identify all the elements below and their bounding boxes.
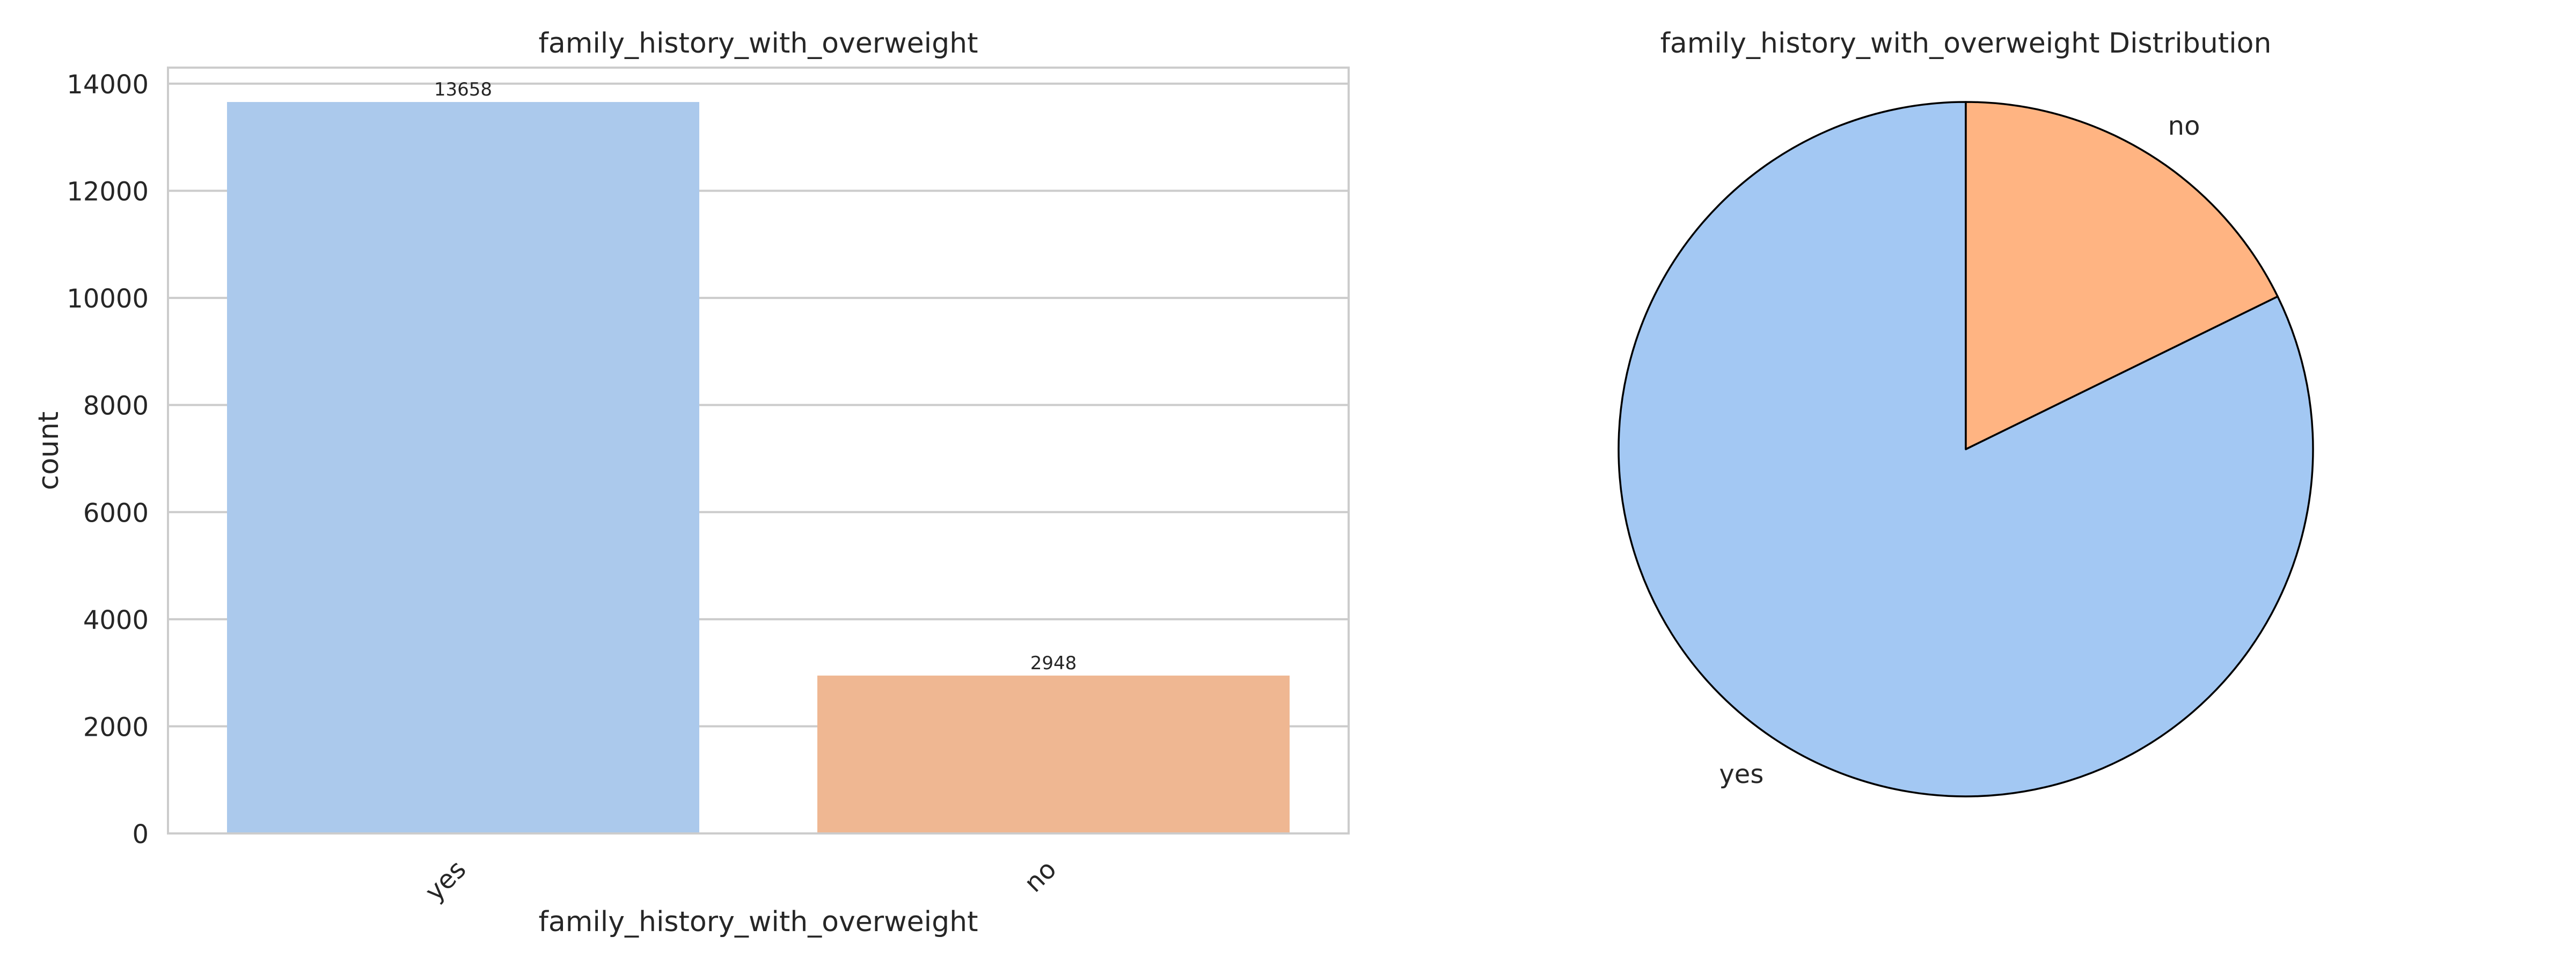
bar-chart-title: family_history_with_overweight bbox=[539, 27, 978, 60]
bar-x-tick-label: yes bbox=[419, 854, 472, 907]
bar-x-axis-label: family_history_with_overweight bbox=[539, 906, 978, 938]
bar-x-tick-label: no bbox=[1019, 854, 1063, 898]
bar-y-tick-label: 0 bbox=[132, 819, 149, 850]
pie-chart: yes no family_history_with_overweight Dis… bbox=[1618, 27, 2314, 797]
bar-y-tick-labels: 0 2000 4000 6000 8000 10000 12000 14000 bbox=[67, 70, 149, 850]
pie-slices bbox=[1618, 101, 2314, 797]
pie-slice-label: no bbox=[2168, 111, 2200, 141]
bar-no bbox=[817, 675, 1290, 833]
bar-y-tick-label: 6000 bbox=[83, 498, 149, 528]
bar-y-tick-label: 10000 bbox=[67, 284, 149, 314]
bar-y-tick-label: 12000 bbox=[67, 177, 149, 207]
bar-y-tick-label: 14000 bbox=[67, 70, 149, 100]
bar-y-tick-label: 4000 bbox=[83, 605, 149, 635]
bar-series bbox=[227, 102, 1290, 833]
bar-axes-frame bbox=[167, 67, 1350, 835]
bar-chart: 0 2000 4000 6000 8000 10000 12000 14000 yes no 1… bbox=[33, 27, 1350, 938]
pie-slice-labels: yes no bbox=[1719, 111, 2200, 789]
bar-y-tick-label: 2000 bbox=[83, 712, 149, 742]
bar-yes bbox=[227, 102, 699, 833]
pie-slice-label: yes bbox=[1719, 759, 1763, 789]
bar-y-axis-label: count bbox=[33, 412, 65, 491]
pie-chart-title: family_history_with_overweight Distribut… bbox=[1660, 27, 2272, 60]
bar-data-label: 2948 bbox=[1030, 653, 1077, 674]
bar-x-tick-labels: yes no bbox=[419, 854, 1062, 907]
bar-data-label: 13658 bbox=[434, 79, 492, 100]
bar-data-labels: 13658 2948 bbox=[434, 79, 1077, 674]
bar-y-tick-label: 8000 bbox=[83, 391, 149, 421]
pie-slice-no bbox=[1965, 101, 2279, 450]
